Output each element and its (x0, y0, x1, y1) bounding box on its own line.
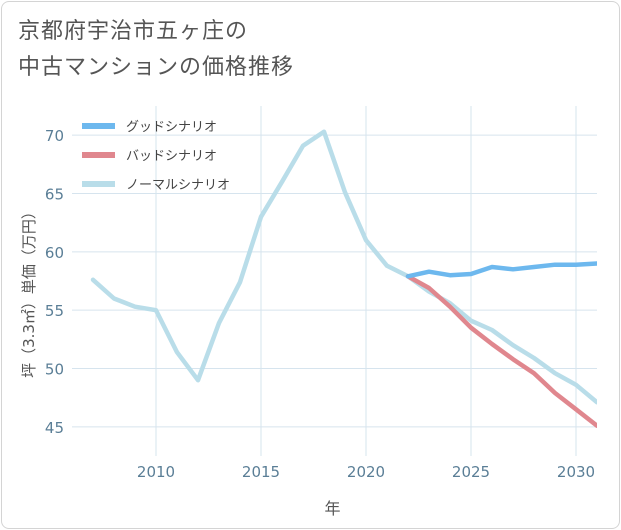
series-line-0 (405, 261, 597, 279)
y-tick-label: 55 (45, 302, 64, 320)
x-axis-title: 年 (324, 499, 340, 518)
x-tick-label: 2010 (137, 463, 175, 481)
legend-label: グッドシナリオ (126, 120, 217, 135)
legend-label: バッドシナリオ (126, 149, 217, 164)
series-line-1 (405, 274, 597, 428)
y-axis-title: 坪（3.3㎡）単価（万円） (20, 204, 38, 378)
chart-title: 京都府宇治市五ヶ庄の 中古マンションの価格推移 (18, 14, 294, 86)
y-tick-label: 70 (45, 127, 64, 145)
x-tick-label: 2020 (347, 463, 385, 481)
y-tick-label: 65 (45, 186, 64, 204)
chart-title-line-2: 中古マンションの価格推移 (18, 55, 295, 80)
y-tick-label: 45 (45, 419, 64, 437)
chart-title-line-1: 京都府宇治市五ヶ庄の (18, 19, 249, 44)
x-tick-label: 2030 (557, 463, 595, 481)
x-tick-label: 2025 (452, 463, 490, 481)
x-tick-label: 2015 (242, 463, 280, 481)
y-tick-label: 50 (45, 361, 64, 379)
legend-label: ノーマルシナリオ (126, 178, 230, 193)
series-line-2 (90, 129, 597, 405)
y-tick-label: 60 (45, 244, 64, 262)
